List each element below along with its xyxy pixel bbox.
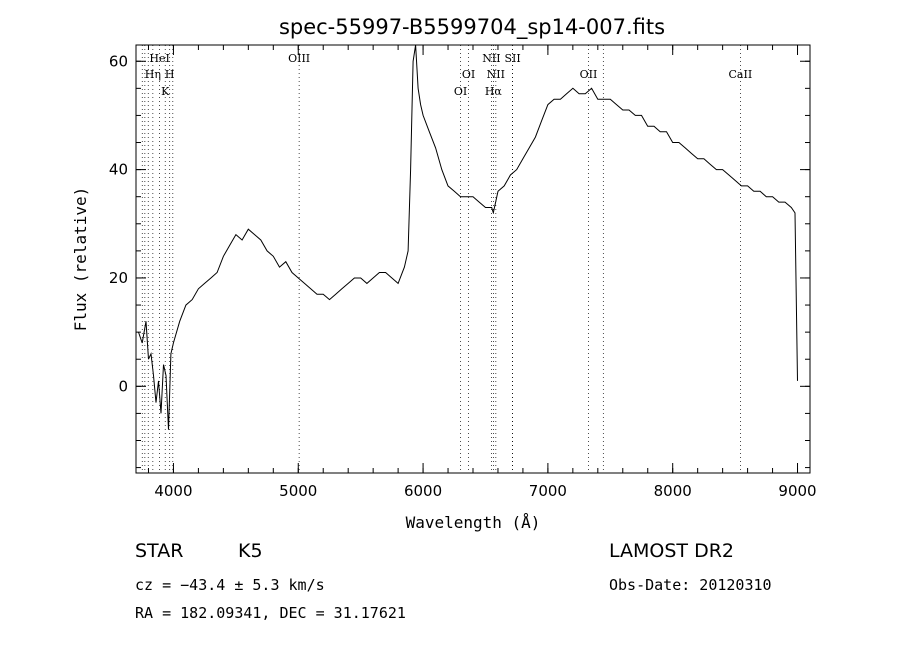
x-tick-label: 6000	[404, 482, 442, 500]
line-marker-label: SII	[504, 52, 520, 65]
x-tick-label: 9000	[778, 482, 816, 500]
line-marker-label: OIII	[288, 52, 310, 65]
line-marker-label: H	[165, 68, 175, 81]
y-tick-label: 60	[109, 52, 128, 70]
line-marker-label: HeI	[149, 52, 169, 65]
line-marker-label: Hη	[145, 68, 161, 81]
y-tick-label: 20	[109, 269, 128, 287]
x-tick-label: 7000	[529, 482, 567, 500]
y-tick-label: 0	[118, 377, 128, 395]
line-marker-label: OI	[454, 85, 467, 98]
object-class: STAR	[135, 540, 184, 562]
x-tick-label: 5000	[279, 482, 317, 500]
line-marker-label: CaII	[729, 68, 753, 81]
x-axis-label: Wavelength (Å)	[406, 513, 541, 532]
plot-frame	[135, 44, 811, 474]
y-axis-label: Flux (relative)	[71, 187, 90, 332]
line-marker-label: OII	[580, 68, 598, 81]
line-marker-label: Hα	[485, 85, 503, 98]
sky-coordinates: RA = 182.09341, DEC = 31.17621	[135, 604, 406, 622]
line-marker-label: NII	[482, 52, 500, 65]
line-marker-label: OI	[462, 68, 475, 81]
flux-series-line	[138, 44, 798, 430]
chart-title: spec-55997-B5599704_sp14-007.fits	[279, 15, 665, 40]
y-tick-label: 40	[109, 161, 128, 179]
object-subclass: K5	[238, 540, 263, 562]
line-markers: Hη HeI HK OIII OI OI NII NII Hα SII OII CaII	[141, 45, 753, 473]
line-marker-label: NII	[487, 68, 505, 81]
line-marker-label: K	[161, 85, 170, 98]
axis-ticks: 4000 5000 6000 7000 8000 9000 0 20 40 60	[109, 45, 817, 500]
x-tick-label: 4000	[154, 482, 192, 500]
redshift-velocity: cz = −43.4 ± 5.3 km/s	[135, 576, 325, 594]
x-tick-label: 8000	[654, 482, 692, 500]
survey-name: LAMOST DR2	[609, 540, 734, 562]
observation-date: Obs-Date: 20120310	[609, 576, 772, 594]
